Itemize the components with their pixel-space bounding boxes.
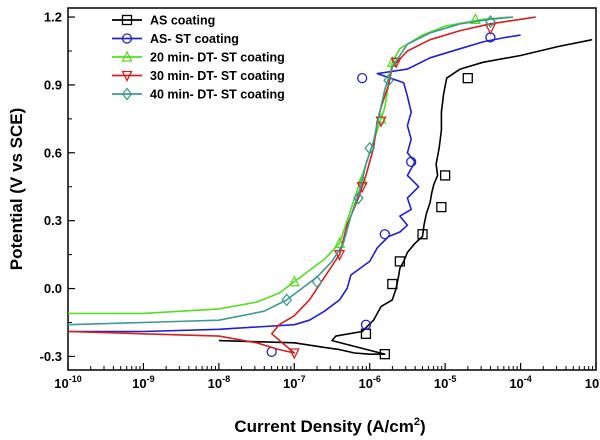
x-tick-label: 10-3 [585,374,600,391]
x-tick-label: 10-4 [509,374,531,391]
axis-ticks: 10-1010-910-810-710-610-510-410-3-0.30.0… [40,10,600,391]
series-marker [469,12,481,24]
series-line [67,16,514,326]
series-marker [311,275,323,289]
series-marker [387,278,398,290]
x-tick-exp: -8 [222,374,230,384]
series-layer [67,12,593,360]
series-marker [353,191,364,205]
y-tick-label: -0.3 [40,349,62,364]
legend-marker [121,33,133,44]
series-marker [357,72,368,84]
y-tick-label: 0.6 [44,145,62,160]
legend-label: 40 min- DT- ST coating [150,88,285,102]
legend: AS coating AS- ST coating 20 min- DT- ST c… [112,14,285,102]
legend-label: AS coating [150,14,215,28]
legend-item: 20 min- DT- ST coating [112,51,285,65]
x-tick-exp: -4 [524,374,532,384]
series-line [67,16,536,354]
legend-item: AS- ST coating [112,32,239,46]
x-tick-base: 10 [283,376,297,391]
legend-label: 20 min- DT- ST coating [150,51,285,65]
series-line [68,16,510,315]
series-marker [288,275,300,287]
x-tick-label: 10-10 [54,374,81,391]
series-marker [485,15,496,29]
x-tick-base: 10 [132,376,146,391]
series-marker [439,170,451,181]
x-tick-exp: -9 [147,374,155,384]
series-marker [288,348,300,360]
series-marker [383,73,394,87]
series-marker [394,256,406,267]
x-tick-base: 10 [434,376,448,391]
series-marker [417,229,428,240]
y-tick-label: 0.3 [44,213,62,228]
legend-marker [121,14,133,26]
x-axis-title-main: Current Density (A/cm [234,417,413,436]
y-tick-label: 0.0 [44,281,62,296]
y-axis-title: Potential (V vs SCE) [7,108,26,270]
x-tick-exp: -7 [298,374,306,384]
series-marker [379,229,390,240]
legend-label: 30 min- DT- ST coating [150,69,285,83]
x-tick-base: 10 [358,376,372,391]
x-tick-label: 10-7 [283,374,305,391]
series-marker [436,201,447,213]
x-axis-title: Current Density (A/cm2) [234,416,425,436]
x-tick-label: 10-9 [132,374,154,391]
series-marker [379,349,390,360]
series-marker [390,57,402,69]
series-1 [218,38,593,360]
legend-marker [121,50,133,62]
plot-frame [67,7,597,371]
series-3 [68,12,510,315]
legend-item: 40 min- DT- ST coating [112,87,285,102]
legend-marker [121,70,133,82]
series-2 [68,32,521,358]
legend-marker [121,87,133,101]
series-marker [360,319,372,330]
x-tick-label: 10-8 [208,374,230,391]
x-tick-exp: -6 [373,374,381,384]
series-marker [364,141,376,155]
series-marker [484,23,496,35]
y-tick-label: 0.9 [44,77,62,92]
legend-label: AS- ST coating [150,32,239,46]
legend-item: AS coating [112,14,215,28]
x-tick-base: 10 [54,376,68,391]
series-5 [67,15,514,326]
x-tick-label: 10-6 [358,374,380,391]
series-marker [406,156,417,168]
legend-item: 30 min- DT- ST coating [112,69,285,83]
series-marker [375,116,387,128]
x-tick-base: 10 [509,376,523,391]
x-tick-label: 10-5 [434,374,456,391]
x-axis-title-close: ) [420,417,426,436]
x-tick-exp: -5 [448,374,456,384]
series-line [218,38,593,355]
series-marker [462,72,473,84]
series-marker [281,293,293,307]
series-line [68,34,521,333]
x-tick-base: 10 [208,376,222,391]
x-axis-title-sup: 2 [414,416,420,428]
x-tick-base: 10 [585,376,599,391]
x-tick-exp: -10 [69,374,82,384]
y-tick-label: 1.2 [44,10,62,25]
